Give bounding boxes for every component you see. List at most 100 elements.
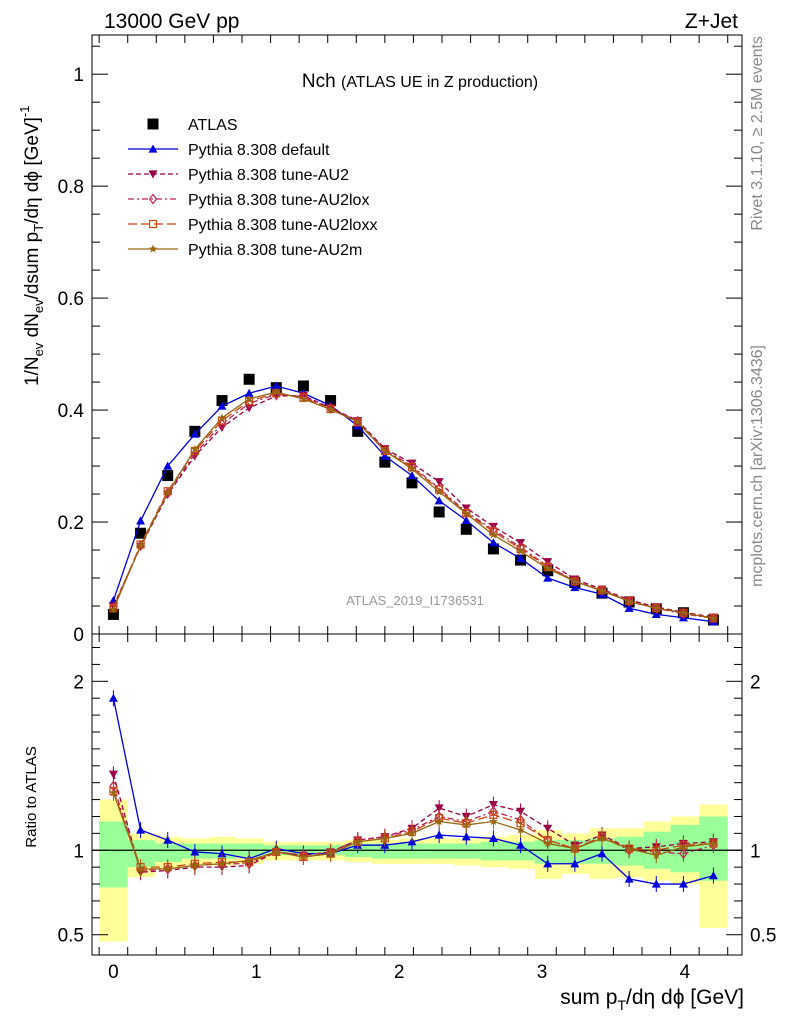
- ratio-y-axis-label: Ratio to ATLAS: [23, 746, 40, 847]
- data-point: [217, 413, 227, 422]
- ratio-point: [326, 849, 335, 858]
- ratio-point: [708, 871, 718, 880]
- energy-label: 13000 GeV pp: [104, 10, 239, 33]
- ratio-y-tick-label-right: 2: [750, 672, 761, 693]
- ratio-point: [543, 838, 552, 848]
- y-tick-label: 0.6: [58, 289, 84, 310]
- data-point: [190, 444, 200, 453]
- data-point: [652, 603, 661, 612]
- uncertainty-band-green: [399, 843, 427, 859]
- data-point: [352, 425, 364, 437]
- uncertainty-band-green: [507, 841, 535, 861]
- data-point: [136, 540, 145, 552]
- data-point: [136, 516, 146, 525]
- series-pythia-8-308-tune-au2loxx: [109, 389, 718, 623]
- ratio-point: [217, 859, 227, 868]
- ratio-point: [190, 860, 200, 870]
- y-tick-label: 0: [73, 625, 84, 646]
- ratio-point: [407, 828, 417, 837]
- data-point: [243, 373, 255, 385]
- ratio-plot-frame: [91, 633, 743, 956]
- series-line: [112, 393, 714, 619]
- x-tick-label: 0: [108, 962, 119, 983]
- data-point: [597, 584, 607, 596]
- ratio-point: [136, 864, 145, 873]
- data-point: [434, 487, 444, 496]
- data-point: [516, 553, 526, 563]
- data-point: [679, 608, 688, 617]
- data-point: [244, 388, 254, 397]
- data-point: [709, 612, 718, 624]
- data-point: [299, 394, 308, 403]
- data-point: [462, 509, 471, 518]
- data-point: [190, 429, 200, 438]
- data-point: [163, 487, 172, 499]
- ratio-point: [163, 835, 173, 844]
- data-point: [353, 417, 362, 426]
- data-point: [487, 543, 499, 555]
- series-line: [112, 385, 714, 623]
- uncertainty-band-green: [372, 843, 400, 859]
- ratio-y-tick-label: 1: [73, 841, 84, 862]
- ratio-point: [488, 833, 498, 843]
- main-y-axis-label: 1/Nev dNev/dsum pT/dη dϕ [GeV]-1: [17, 106, 46, 387]
- legend-label: Pythia 8.308 tune-AU2loxx: [188, 217, 377, 234]
- data-point: [380, 446, 390, 455]
- rivet-label: Rivet 3.1.10, ≥ 2.5M events: [749, 36, 766, 231]
- data-point: [217, 401, 227, 410]
- ratio-point: [244, 855, 254, 865]
- data-point: [136, 541, 145, 550]
- ratio-point: [461, 832, 471, 841]
- data-point: [271, 381, 281, 390]
- legend-entry: ATLAS: [147, 117, 238, 134]
- series-pythia-8-308-default: [108, 381, 718, 626]
- series-line: [112, 392, 714, 619]
- data-point: [543, 564, 552, 573]
- data-point: [379, 456, 391, 468]
- legend-entry: Pythia 8.308 tune-AU2loxx: [128, 217, 377, 234]
- ratio-point: [597, 833, 607, 843]
- ratio-point: [678, 879, 688, 888]
- series-pythia-8-308-tune-au2lox: [109, 388, 718, 624]
- mcplots-label: mcplots.cern.ch [arXiv:1306.3436]: [749, 345, 766, 587]
- legend-entry: Pythia 8.308 tune-AU2m: [128, 242, 362, 259]
- y-tick-label: 0.8: [58, 177, 84, 198]
- data-point: [297, 380, 309, 392]
- data-point: [135, 527, 147, 539]
- ratio-point: [136, 825, 146, 834]
- y-tick-label: 1: [73, 65, 84, 86]
- legend-marker: [148, 244, 158, 253]
- data-point: [709, 613, 718, 622]
- legend: ATLAS Pythia 8.308 default Pythia 8.308 tu…: [128, 117, 377, 259]
- series-pythia-8-308-tune-au2m: [109, 387, 718, 622]
- ratio-point: [489, 817, 498, 826]
- data-point: [543, 573, 553, 582]
- data-point: [272, 387, 281, 396]
- legend-label: Pythia 8.308 tune-AU2: [188, 167, 349, 184]
- ratio-point: [108, 770, 118, 779]
- ratio-point: [190, 847, 200, 856]
- ratio-point: [651, 879, 661, 888]
- x-tick-label: 4: [680, 962, 691, 983]
- uncertainty-band-green: [453, 843, 481, 859]
- ratio-series-pythia-8-308-tune-au2m: [109, 784, 718, 877]
- ratio-point: [299, 852, 308, 861]
- ratio-point: [652, 850, 661, 859]
- ratio-point: [597, 849, 607, 858]
- ratio-point: [109, 788, 118, 797]
- x-tick-label: 1: [251, 962, 262, 983]
- data-point: [407, 471, 417, 480]
- ratio-point: [272, 847, 281, 856]
- data-point: [624, 597, 634, 606]
- data-point: [216, 395, 228, 407]
- legend-marker: [147, 118, 159, 130]
- ratio-point: [434, 817, 444, 826]
- ratio-point: [108, 693, 118, 702]
- data-point: [162, 470, 174, 482]
- ratio-point: [624, 874, 634, 883]
- data-point: [434, 496, 444, 505]
- ratio-y-tick-label-right: 1: [750, 841, 761, 862]
- data-point: [624, 603, 634, 612]
- ratio-point: [709, 838, 718, 848]
- ratio-point: [543, 859, 553, 868]
